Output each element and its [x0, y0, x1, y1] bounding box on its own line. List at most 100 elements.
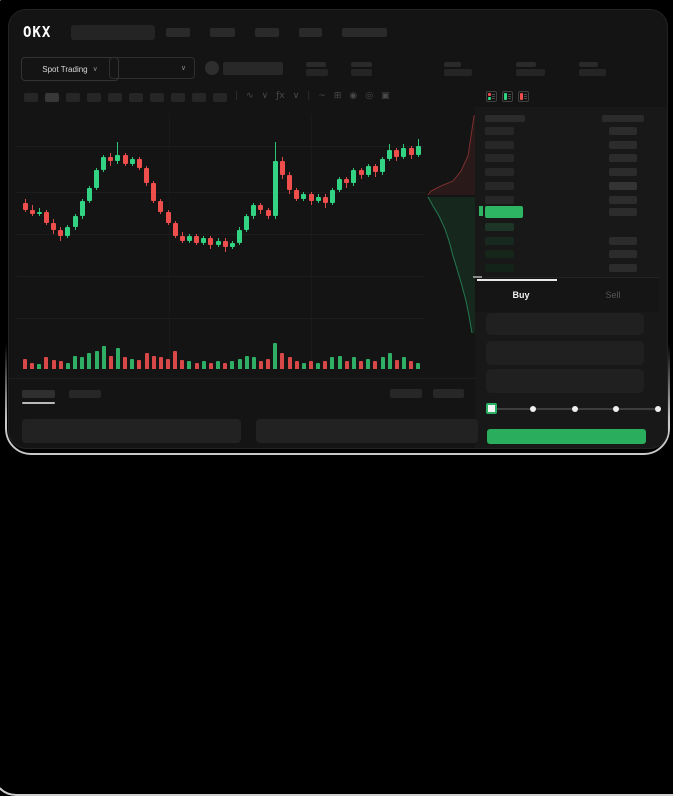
slider-stop-dot[interactable]: [655, 406, 661, 412]
candle: [36, 212, 42, 215]
candle: [179, 236, 185, 241]
indicators-icon[interactable]: ƒx: [276, 91, 285, 101]
search-input[interactable]: [71, 25, 155, 40]
bottom-input-placeholder[interactable]: [22, 419, 241, 443]
pair-name-placeholder: [223, 62, 283, 75]
orderbook-view-asks-icon[interactable]: [518, 91, 529, 102]
timeframe-button[interactable]: [150, 93, 164, 102]
candle: [208, 238, 214, 245]
candle: [101, 157, 107, 171]
nav-item-placeholder[interactable]: [210, 28, 235, 37]
timeframe-button[interactable]: [108, 93, 122, 102]
candle: [365, 165, 371, 175]
orderbook-ask-row[interactable]: [479, 140, 655, 150]
volume-chart: [9, 10, 667, 448]
volume-bar: [230, 361, 235, 369]
orderbook-ask-row[interactable]: [479, 127, 655, 136]
bottom-tab-history[interactable]: [69, 390, 101, 398]
volume-bar: [194, 362, 199, 369]
compare-icon[interactable]: ⊞: [333, 91, 342, 101]
bottom-action-placeholder[interactable]: [390, 389, 422, 398]
candle: [415, 146, 421, 155]
nav-item-placeholder[interactable]: [299, 28, 322, 37]
market-type-dropdown[interactable]: Spot Trading ∨: [21, 57, 119, 81]
nav-item-placeholder[interactable]: [342, 28, 387, 37]
slider-stop-dot[interactable]: [529, 406, 536, 412]
candle: [322, 196, 328, 204]
line-tool-icon[interactable]: ~: [318, 91, 326, 101]
chevron-down-icon[interactable]: ∨: [261, 91, 269, 101]
trade-tabs: Buy Sell: [475, 277, 659, 312]
ticker-stat-label: [444, 62, 461, 67]
candle: [194, 236, 200, 243]
candle: [201, 238, 207, 243]
total-field[interactable]: [486, 369, 644, 393]
candle: [129, 159, 135, 164]
nav-item-placeholder[interactable]: [166, 28, 190, 37]
bottom-action-placeholder[interactable]: [433, 389, 464, 398]
candle: [408, 148, 414, 155]
candle: [251, 205, 257, 217]
pair-dropdown[interactable]: ∨: [109, 57, 195, 79]
slider-stop-dot[interactable]: [571, 406, 578, 412]
timeframe-button[interactable]: [66, 93, 80, 102]
candle: [380, 159, 385, 173]
orderbook-ask-row[interactable]: [479, 154, 655, 163]
timeframe-button[interactable]: [213, 93, 227, 102]
bottom-input-placeholder[interactable]: [256, 419, 478, 443]
candle: [172, 223, 178, 237]
orderbook-bid-row[interactable]: [479, 236, 655, 246]
candle-wick: [117, 141, 119, 164]
timeframe-button[interactable]: [24, 93, 38, 102]
bid-price-placeholder: [485, 250, 514, 258]
timeframe-button[interactable]: [129, 93, 143, 102]
volume-bar: [173, 350, 178, 369]
orderbook-last-price-row[interactable]: [479, 206, 655, 219]
candle: [115, 154, 121, 162]
volume-bar: [280, 353, 285, 369]
orderbook-ask-row[interactable]: [479, 195, 655, 205]
volume-bar: [115, 348, 120, 369]
orderbook-ask-row[interactable]: [479, 181, 655, 191]
buy-submit-button[interactable]: [487, 429, 646, 444]
orderbook-bid-row[interactable]: [479, 263, 655, 273]
candle: [86, 187, 92, 201]
tab-sell[interactable]: Sell: [605, 290, 621, 300]
volume-bar: [394, 359, 399, 369]
orderbook-ask-row[interactable]: [479, 168, 655, 177]
camera-icon[interactable]: ◉: [349, 91, 358, 101]
chevron-down-icon[interactable]: ∨: [292, 91, 300, 101]
orderbook-view-bids-icon[interactable]: [502, 91, 513, 102]
timeframe-button[interactable]: [45, 93, 59, 102]
candle-type-icon[interactable]: ∿: [246, 91, 254, 101]
chart-grid: [311, 114, 312, 366]
volume-bar: [166, 358, 170, 369]
orderbook-view-all-icon[interactable]: [486, 91, 497, 102]
timeframe-button[interactable]: [171, 93, 185, 102]
volume-bar: [401, 357, 406, 369]
slider-stop-dot[interactable]: [613, 406, 620, 412]
timeframe-button[interactable]: [87, 93, 101, 102]
timeframe-button[interactable]: [192, 93, 206, 102]
tab-buy[interactable]: Buy: [475, 278, 567, 312]
amount-slider-handle[interactable]: [486, 403, 497, 414]
fullscreen-icon[interactable]: ▣: [381, 91, 390, 101]
volume-bar: [73, 356, 78, 369]
amount-field[interactable]: [486, 341, 644, 365]
volume-bar: [44, 357, 49, 369]
candlestick-chart[interactable]: [9, 10, 667, 448]
orderbook-bid-row[interactable]: [479, 223, 655, 232]
settings-icon[interactable]: ◎: [365, 91, 374, 101]
bottom-tab-orders[interactable]: [22, 390, 55, 398]
volume-bar: [123, 357, 128, 369]
candle: [165, 212, 171, 223]
candle: [144, 168, 150, 184]
volume-bar: [37, 363, 42, 369]
nav-item-placeholder[interactable]: [255, 28, 279, 37]
price-field[interactable]: [486, 313, 644, 335]
volume-bar: [223, 362, 228, 369]
okx-logo: OKX: [23, 24, 52, 42]
volume-bar: [187, 361, 192, 369]
volume-bar: [51, 359, 56, 369]
orderbook-bid-row[interactable]: [479, 250, 655, 259]
